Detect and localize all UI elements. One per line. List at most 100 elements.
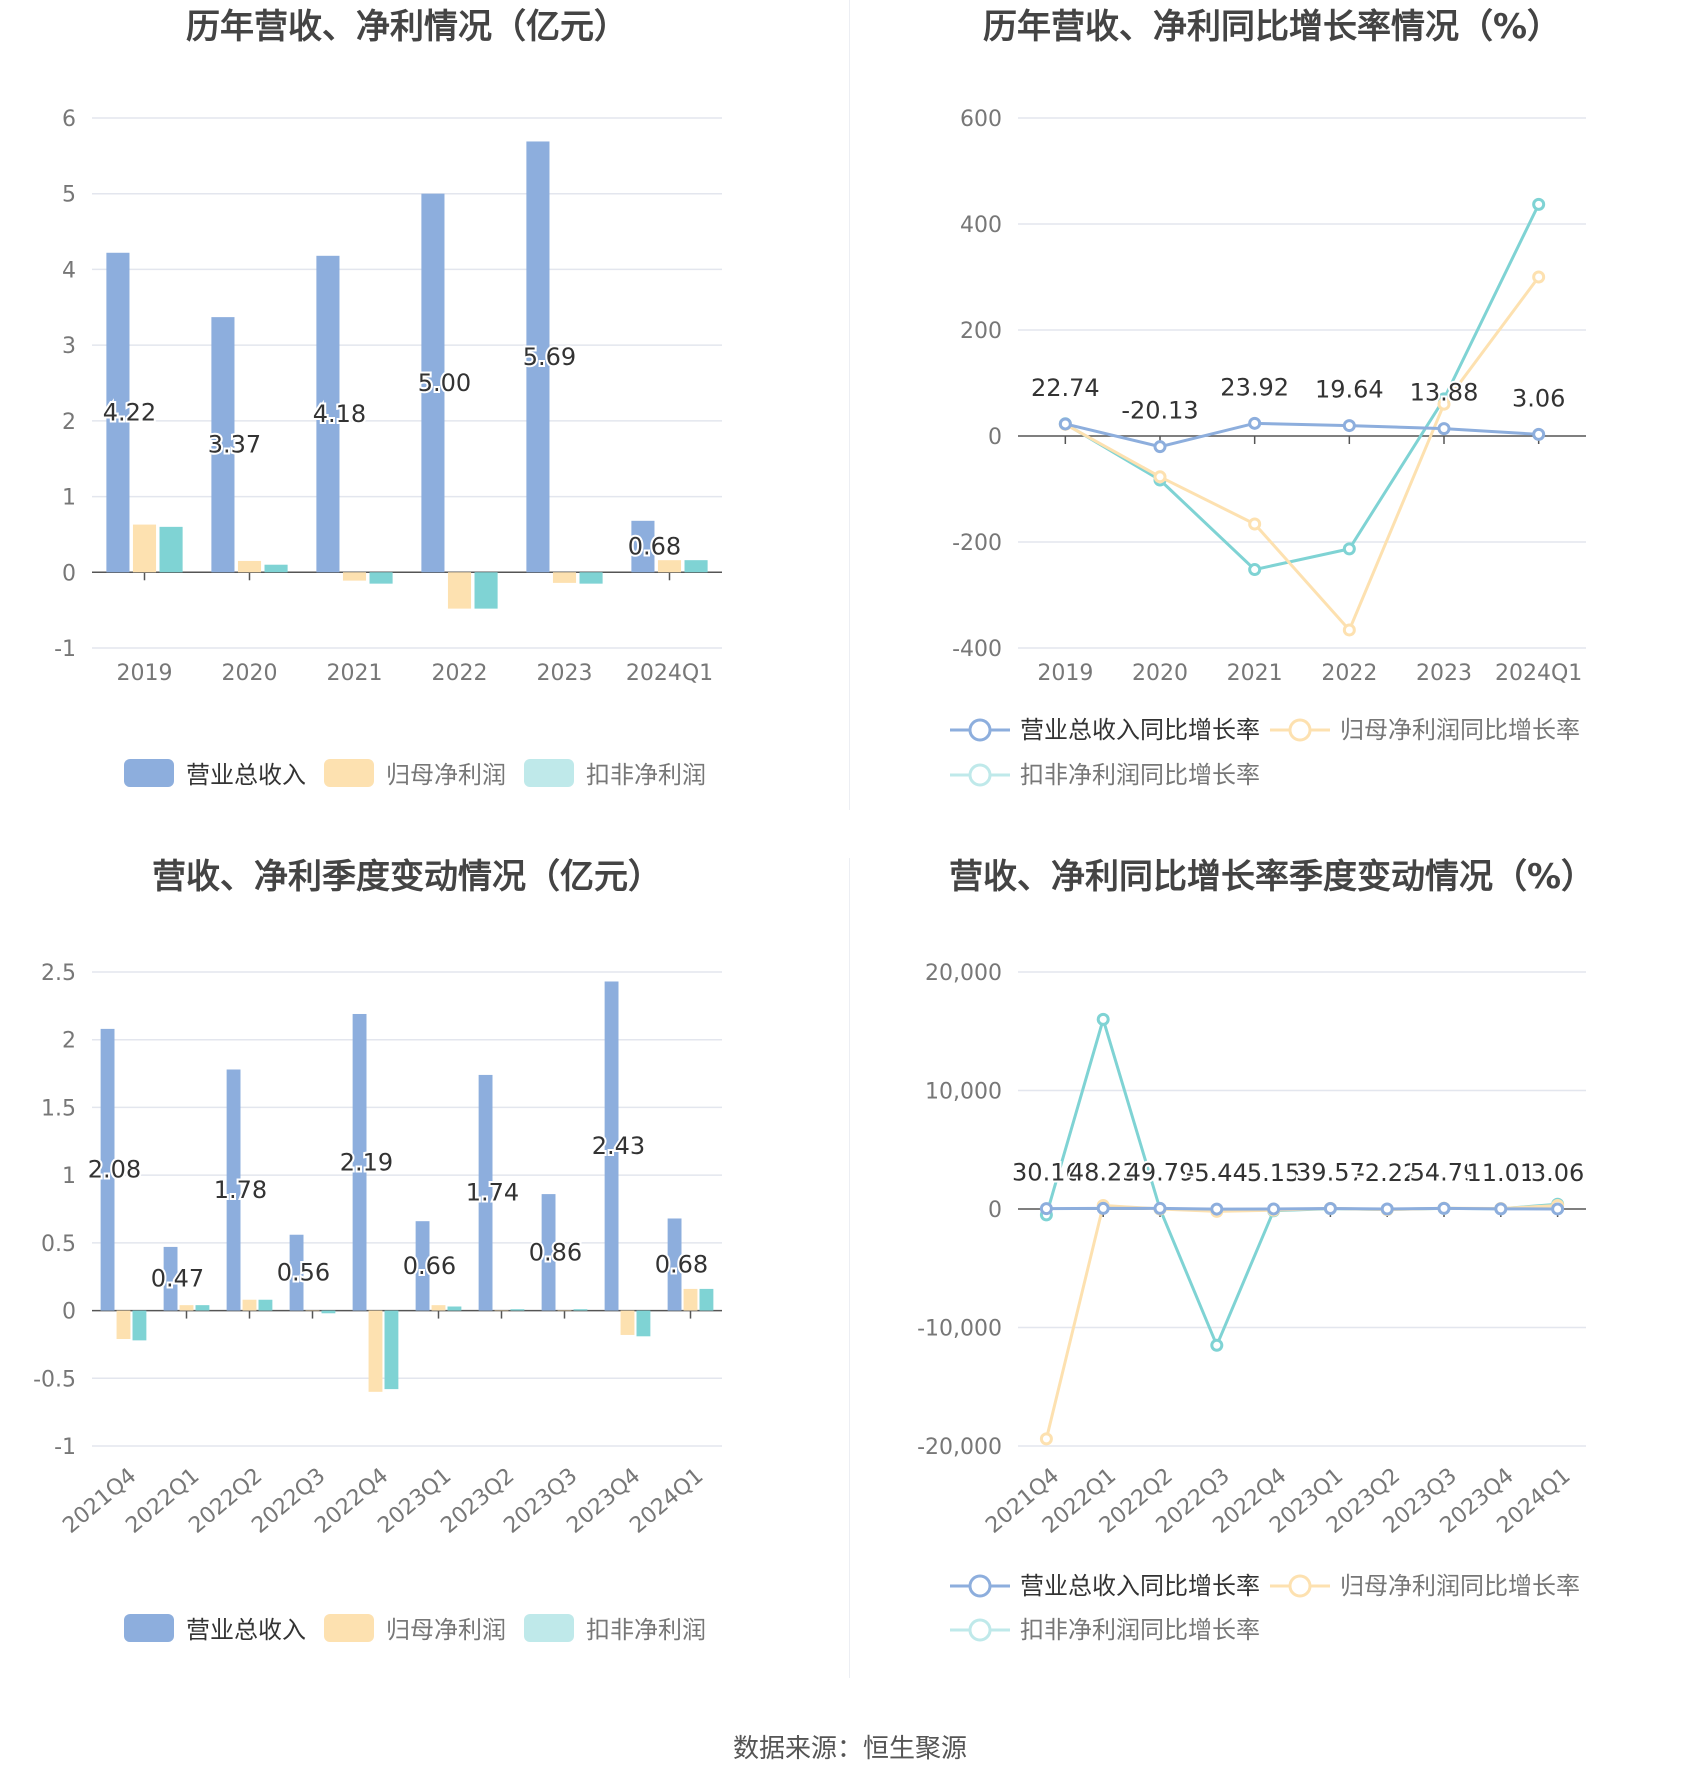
bar-revenue bbox=[289, 1234, 304, 1311]
bar-revenue bbox=[541, 1194, 556, 1311]
y-tick-label: 0.5 bbox=[41, 1232, 76, 1257]
bar-net-profit bbox=[431, 1305, 446, 1311]
bar-deducted-profit bbox=[258, 1299, 273, 1311]
series-line-net-profit bbox=[1044, 1203, 1558, 1440]
data-label: 3.06 bbox=[1531, 1159, 1584, 1187]
bar-net-profit bbox=[552, 572, 577, 583]
data-point bbox=[1494, 1202, 1508, 1216]
divider-top bbox=[849, 0, 850, 810]
bar-net-profit bbox=[132, 524, 157, 573]
y-tick-label: 5 bbox=[62, 183, 76, 208]
data-point bbox=[1551, 1202, 1565, 1216]
data-label: 39.57 bbox=[1296, 1159, 1365, 1187]
data-label: 4.22 bbox=[103, 399, 156, 427]
data-label: 48.23 bbox=[1069, 1158, 1138, 1186]
x-tick-label: 2023 bbox=[1416, 661, 1472, 686]
y-tick-label: -10,000 bbox=[917, 1317, 1002, 1342]
data-label: 5.15 bbox=[1247, 1159, 1300, 1187]
data-point bbox=[1532, 427, 1546, 441]
data-label: 0.68 bbox=[655, 1251, 708, 1279]
data-label: 5.69 bbox=[523, 343, 576, 371]
data-label: 2.43 bbox=[592, 1132, 645, 1160]
data-point bbox=[1153, 1201, 1167, 1215]
data-point bbox=[1437, 1201, 1451, 1215]
data-point bbox=[1380, 1202, 1394, 1216]
legend-marker bbox=[968, 1618, 992, 1642]
chart-quarterly-growth-rate: 营收、净利同比增长率季度变动情况（%） 20,000 10,000 0 -10,000 -… bbox=[917, 857, 1595, 1644]
bar-revenue bbox=[316, 255, 340, 573]
bar-deducted-profit bbox=[321, 1310, 336, 1314]
y-tick-label: 0 bbox=[988, 425, 1002, 450]
legend-swatch bbox=[324, 1614, 374, 1642]
legend-label: 归母净利润同比增长率 bbox=[1340, 716, 1580, 744]
bar-deducted-profit bbox=[447, 1306, 462, 1311]
data-source-note: 数据来源：恒生聚源 bbox=[732, 1734, 967, 1764]
y-tick-label: 6 bbox=[62, 107, 76, 132]
series-line-revenue bbox=[1046, 1206, 1558, 1211]
bar-net-profit bbox=[305, 1310, 320, 1312]
x-tick-label: 2019 bbox=[1037, 661, 1093, 686]
data-point bbox=[1267, 1202, 1281, 1216]
legend-marker bbox=[1288, 1574, 1312, 1598]
bar-deducted-profit bbox=[684, 560, 708, 573]
bar-net-profit bbox=[494, 1310, 509, 1312]
bar-net-profit bbox=[368, 1310, 383, 1392]
data-label: 0.47 bbox=[151, 1265, 204, 1293]
data-label: 1.74 bbox=[466, 1179, 519, 1207]
legend-swatch bbox=[324, 759, 374, 787]
y-tick-label: 2 bbox=[62, 1029, 76, 1054]
data-label: 0.86 bbox=[529, 1238, 582, 1266]
data-label: -20.13 bbox=[1121, 397, 1198, 425]
bar-deducted-profit bbox=[132, 1310, 147, 1341]
series-line-net-profit bbox=[1064, 276, 1540, 633]
data-point bbox=[1039, 1202, 1053, 1216]
y-tick-label: -0.5 bbox=[33, 1367, 76, 1392]
y-tick-label: 2 bbox=[62, 410, 76, 435]
bar-revenue bbox=[526, 141, 550, 573]
chart-quarterly-revenue-profit: 营收、净利季度变动情况（亿元）2.521.510.50-0.5-12021Q42… bbox=[33, 857, 722, 1644]
series-line-revenue bbox=[1064, 421, 1539, 449]
legend-label: 归母净利润 bbox=[386, 1616, 506, 1644]
bar-deducted-profit bbox=[573, 1309, 588, 1311]
bar-revenue bbox=[478, 1074, 493, 1311]
bar-deducted-profit bbox=[510, 1309, 525, 1311]
data-label: -2.22 bbox=[1356, 1159, 1418, 1187]
data-point bbox=[1210, 1338, 1224, 1352]
y-tick-label: -1 bbox=[54, 637, 76, 662]
y-tick-label: -400 bbox=[952, 637, 1002, 662]
data-label: 5.00 bbox=[418, 369, 471, 397]
legend-marker bbox=[968, 718, 992, 742]
x-tick-label: 2021 bbox=[327, 661, 383, 686]
x-tick-label: 2024Q1 bbox=[1495, 661, 1582, 686]
legend-swatch bbox=[524, 1614, 574, 1642]
bar-net-profit bbox=[447, 572, 472, 609]
bar-revenue bbox=[163, 1246, 178, 1311]
y-tick-label: 600 bbox=[960, 107, 1002, 132]
bar-revenue bbox=[211, 317, 235, 573]
data-label: 1.78 bbox=[214, 1176, 267, 1204]
data-label: 3.06 bbox=[1512, 384, 1565, 412]
bar-revenue bbox=[631, 520, 655, 573]
y-tick-label: 200 bbox=[960, 319, 1002, 344]
bar-net-profit bbox=[237, 560, 262, 573]
data-point bbox=[1039, 1432, 1053, 1446]
data-point bbox=[1342, 419, 1356, 433]
y-tick-label: 400 bbox=[960, 213, 1002, 238]
legend-label: 营业总收入 bbox=[186, 1616, 306, 1644]
y-tick-label: 4 bbox=[62, 258, 76, 283]
data-label: 54.79 bbox=[1410, 1158, 1479, 1186]
chart-title: 历年营收、净利情况（亿元） bbox=[186, 7, 628, 47]
y-tick-label: -1 bbox=[54, 1435, 76, 1460]
data-point bbox=[1096, 1201, 1110, 1215]
data-point bbox=[1210, 1202, 1224, 1216]
bar-net-profit bbox=[683, 1288, 698, 1311]
bar-deducted-profit bbox=[474, 572, 498, 609]
divider-bottom bbox=[849, 858, 850, 1678]
chart-annual-revenue-profit: 历年营收、净利情况（亿元） 6 5 4 3 2 1 0 -1 2019 2020 2021 2022 20… bbox=[54, 7, 722, 789]
legend-label: 扣非净利润同比增长率 bbox=[1020, 761, 1260, 789]
bar-deducted-profit bbox=[636, 1310, 651, 1337]
data-label: 22.74 bbox=[1031, 374, 1100, 402]
y-tick-label: 20,000 bbox=[925, 961, 1002, 986]
data-label: 0.56 bbox=[277, 1259, 330, 1287]
